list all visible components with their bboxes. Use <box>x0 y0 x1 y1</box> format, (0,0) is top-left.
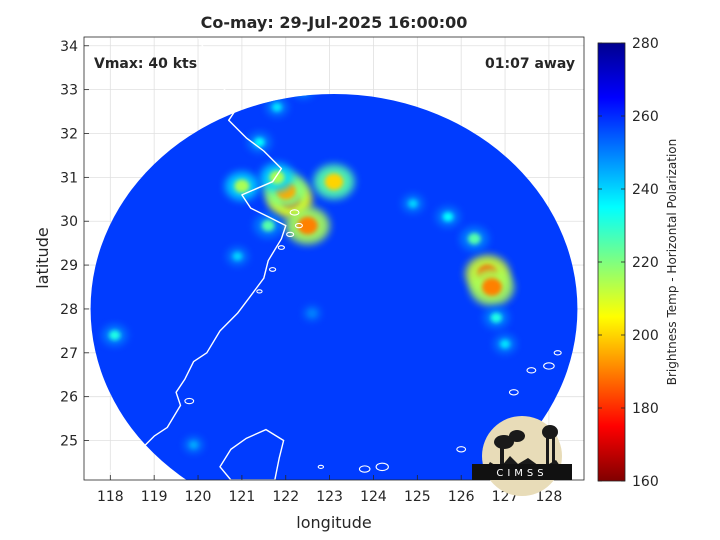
island-outline <box>268 267 277 272</box>
y-tick-label: 27 <box>60 346 78 362</box>
cold-feature-core <box>189 441 198 449</box>
y-tick-label: 32 <box>60 126 78 142</box>
cold-feature-core <box>481 278 502 296</box>
island-outline <box>294 222 303 229</box>
x-tick-label: 123 <box>316 489 343 505</box>
colorbar-tick-label: 180 <box>632 401 659 417</box>
colorbar-tick-label: 160 <box>632 474 659 490</box>
island-outline <box>543 362 555 370</box>
island-outline <box>553 350 562 356</box>
island-outline <box>375 462 389 472</box>
island-outline <box>184 397 195 405</box>
cold-feature-core <box>261 219 275 232</box>
logo-mast <box>500 446 504 464</box>
colorbar-label: Brightness Temp - Horizontal Polarizatio… <box>665 139 679 386</box>
island-outline <box>117 460 130 469</box>
cold-cloud-features <box>102 94 517 453</box>
plot-frame <box>83 36 585 481</box>
cold-feature-core <box>109 330 121 341</box>
cold-feature-core <box>232 252 243 261</box>
cold-feature-core <box>234 179 250 193</box>
island-outline <box>286 231 295 238</box>
cold-feature-core <box>500 339 511 349</box>
y-tick-label: 31 <box>60 170 78 186</box>
logo-dish-right <box>509 430 525 442</box>
x-tick-label: 118 <box>97 489 124 505</box>
y-ticks: 25 26 27 28 29 30 31 32 33 34 <box>60 39 89 450</box>
coastlines <box>91 37 583 480</box>
colorbar-ticks: 160 180 200 220 240 260 280 <box>598 36 659 490</box>
y-tick-label: 30 <box>60 214 78 230</box>
colorbar-tick-label: 260 <box>632 109 659 125</box>
y-tick-label: 34 <box>60 39 78 55</box>
cold-feature-core <box>308 310 316 317</box>
chart-title: Co-may: 29-Jul-2025 16:00:00 <box>201 13 468 32</box>
colorbar-tick-label: 220 <box>632 255 659 271</box>
y-tick-label: 29 <box>60 258 78 274</box>
x-tick-label: 125 <box>404 489 431 505</box>
logo-wordmark: CIMSS <box>496 468 547 479</box>
colorbar-tick-label: 280 <box>632 36 659 52</box>
cold-feature-core <box>467 233 481 245</box>
logo-dish-left <box>494 435 514 449</box>
colorbar: 160 180 200 220 240 260 280 <box>597 36 659 490</box>
logo-tower-leg <box>546 436 549 464</box>
cold-feature-core <box>324 173 344 190</box>
taiwan-coastline <box>219 428 285 480</box>
island-outline <box>277 245 285 250</box>
y-tick-label: 28 <box>60 302 78 318</box>
y-tick-label: 25 <box>60 434 78 450</box>
colorbar-tick-label: 200 <box>632 328 659 344</box>
x-tick-label: 119 <box>141 489 168 505</box>
cold-feature-core <box>254 137 265 147</box>
vmax-annotation: Vmax: 40 kts <box>94 56 197 72</box>
logo-tower-tank <box>542 425 558 439</box>
colorbar-gradient <box>597 42 626 482</box>
plot-axes: 118 119 120 121 122 123 124 125 126 127 128 252627… <box>60 36 585 505</box>
microwave-scan <box>90 94 578 480</box>
colorbar-tick-label: 240 <box>632 182 659 198</box>
cold-feature-core <box>408 199 418 208</box>
x-tick-label: 126 <box>448 489 475 505</box>
island-outline <box>526 367 537 374</box>
y-axis-label: latitude <box>33 227 52 288</box>
time-away-annotation: 01:07 away <box>485 56 575 72</box>
island-outline <box>508 389 519 396</box>
x-ticks: 118 119 120 121 122 123 124 125 126 127 128 <box>97 475 562 505</box>
island-outline <box>576 100 583 105</box>
x-tick-label: 122 <box>272 489 299 505</box>
x-axis-label: longitude <box>296 513 371 532</box>
island-outline <box>256 289 263 294</box>
cold-feature-core <box>490 312 502 323</box>
cold-feature-core <box>272 102 282 112</box>
island-outline <box>317 464 325 469</box>
x-tick-label: 120 <box>185 489 212 505</box>
cimss-logo: CIMSS <box>472 416 572 496</box>
x-tick-label: 124 <box>360 489 387 505</box>
x-tick-label: 121 <box>229 489 256 505</box>
cold-feature-core <box>442 212 454 222</box>
y-tick-label: 33 <box>60 83 78 99</box>
island-outline <box>358 465 371 473</box>
y-tick-label: 26 <box>60 390 78 406</box>
island-outline <box>456 446 467 453</box>
island-outline <box>289 209 300 216</box>
logo-banner <box>472 464 572 480</box>
cold-feature-core <box>297 216 318 235</box>
mainland-coastline <box>91 37 287 480</box>
x-tick-label: 128 <box>536 489 563 505</box>
logo-tower-leg <box>552 436 555 464</box>
